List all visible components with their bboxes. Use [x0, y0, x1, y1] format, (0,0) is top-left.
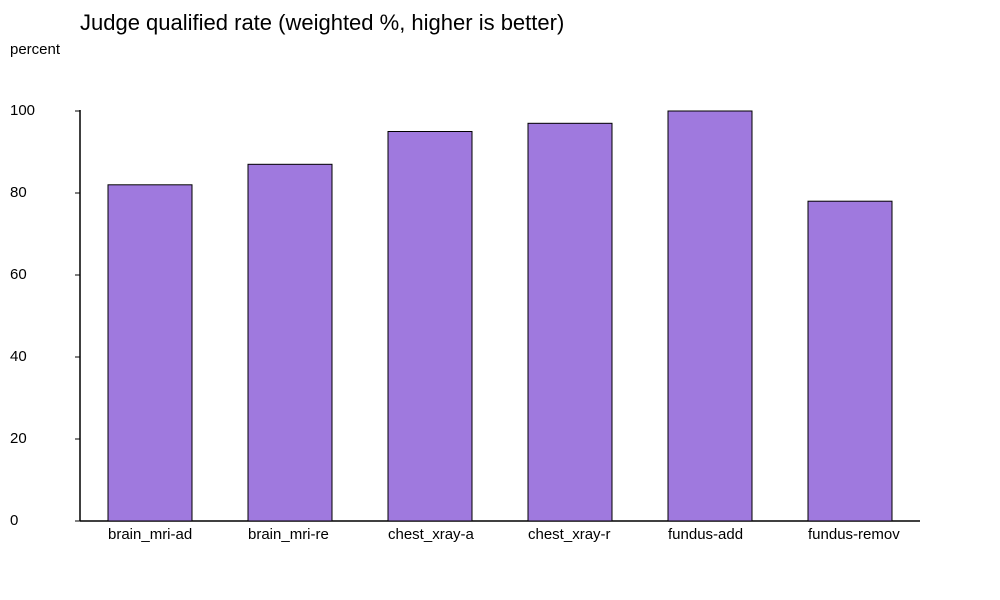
x-tick-label: brain_mri-re — [248, 526, 329, 543]
bar — [807, 200, 893, 522]
y-tick-label: 20 — [10, 430, 27, 447]
bar — [527, 122, 613, 522]
x-tick-label: chest_xray-r — [528, 526, 611, 543]
y-tick-label: 80 — [10, 184, 27, 201]
chart-title: Judge qualified rate (weighted %, higher… — [80, 10, 564, 35]
x-tick-label: brain_mri-ad — [108, 526, 192, 543]
x-tick-label: fundus-remov — [808, 526, 900, 543]
y-tick-label: 40 — [10, 348, 27, 365]
bar — [387, 131, 473, 522]
x-tick-label: chest_xray-a — [388, 526, 475, 543]
y-axis-label: percent — [10, 41, 61, 58]
x-tick-label: fundus-add — [668, 526, 743, 543]
y-tick-label: 60 — [10, 266, 27, 283]
bar — [667, 110, 753, 522]
y-tick-label: 100 — [10, 102, 35, 119]
y-tick-label: 0 — [10, 512, 18, 529]
bar — [107, 184, 193, 522]
bar — [247, 163, 333, 522]
